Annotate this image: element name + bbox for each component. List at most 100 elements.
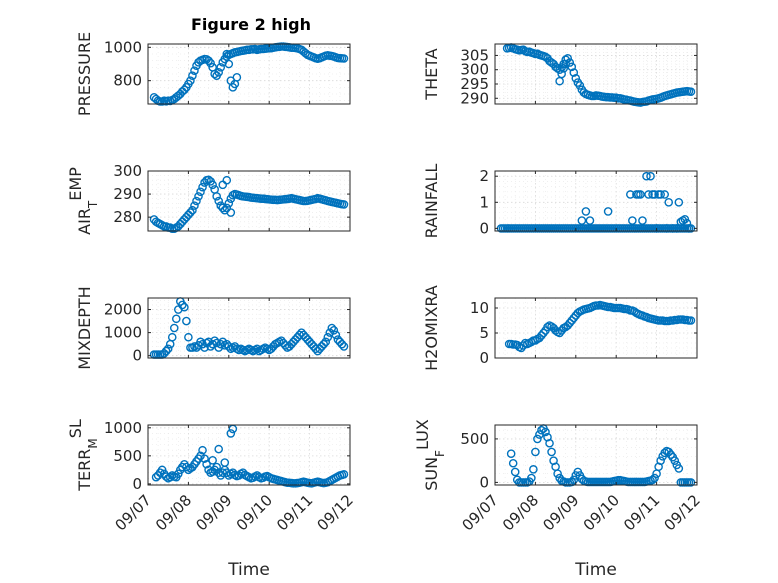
data-point: [214, 444, 223, 454]
data-point: [634, 190, 643, 199]
y-tick-label: 2: [479, 167, 489, 185]
y-axis-label: SUNFLUX: [413, 419, 448, 491]
data-point: [660, 190, 669, 199]
data-point: [670, 456, 680, 465]
axes-box: [494, 43, 698, 105]
data-point: [656, 456, 665, 465]
y-tick-label: 300: [460, 61, 489, 79]
axes-box: [494, 170, 698, 232]
data-point: [180, 85, 189, 95]
data-point: [577, 216, 587, 225]
axes-box: [494, 424, 698, 486]
x-tick-label: 09/09: [539, 491, 582, 534]
y-tick-label: 500: [460, 430, 489, 448]
data-point: [212, 462, 221, 472]
data-point: [178, 300, 187, 310]
y-axis-label: PRESSURE: [75, 32, 94, 116]
data-point: [644, 190, 653, 199]
data-point: [323, 332, 333, 342]
data-point: [216, 339, 226, 349]
y-tick-label: 10: [470, 299, 489, 317]
data-point: [196, 337, 205, 347]
data-point: [652, 224, 661, 233]
data-point: [180, 302, 189, 312]
data-point: [226, 429, 236, 438]
data-point: [218, 203, 228, 213]
data-point: [212, 338, 221, 348]
data-point: [559, 63, 568, 73]
data-point: [214, 68, 223, 77]
y-tick-label: 500: [113, 447, 142, 465]
data-point: [541, 427, 550, 437]
data-point: [654, 190, 663, 199]
data-point: [252, 344, 262, 354]
subplot-mixdepth: 0 1000 2000 MIXDEPTH: [75, 286, 351, 370]
y-axis-label-main: AIR: [75, 208, 94, 235]
data-point: [545, 438, 554, 448]
data-point: [668, 224, 678, 233]
axes-box: [147, 424, 351, 486]
data-point: [186, 208, 195, 217]
y-axis-label-main: SUN: [422, 457, 441, 491]
data-point: [527, 473, 536, 483]
x-tick-label: 09/08: [499, 491, 542, 534]
data-point: [184, 332, 193, 342]
data-point: [510, 467, 520, 477]
y-axis-label-main: MIXDEPTH: [75, 286, 94, 369]
axes-box: [147, 170, 351, 232]
subplot-air_temp: 280 290 300 AIRTEMP: [66, 162, 351, 235]
x-tick-label: 09/07: [459, 491, 502, 534]
x-tick-label: 09/11: [620, 491, 663, 534]
data-point: [672, 224, 682, 233]
y-tick-label: 1000: [104, 38, 142, 56]
data-point: [204, 56, 213, 65]
data-point: [167, 332, 177, 342]
y-tick-label: 0: [479, 219, 489, 237]
data-point: [319, 339, 329, 349]
series-markers: [149, 175, 349, 233]
data-point: [339, 342, 349, 351]
data-point: [204, 175, 213, 185]
x-tick-label: 09/12: [661, 491, 704, 534]
data-point: [198, 182, 207, 192]
data-point: [161, 346, 171, 356]
data-point: [194, 192, 203, 201]
data-point: [571, 73, 581, 83]
data-point: [662, 224, 672, 233]
data-point: [165, 472, 175, 482]
data-point: [553, 63, 562, 73]
data-point: [648, 475, 657, 485]
data-point: [327, 323, 337, 333]
series-markers: [504, 300, 696, 353]
series-markers: [149, 297, 349, 359]
x-tick-label: 09/07: [112, 491, 155, 534]
x-tick-label: 09/10: [233, 491, 276, 534]
y-tick-label: 290: [113, 185, 142, 203]
data-point: [186, 76, 195, 85]
data-point: [200, 454, 209, 463]
data-point: [220, 458, 230, 467]
y-axis-label-main: THETA: [422, 48, 441, 100]
y-axis-label-main: TERR: [75, 449, 94, 492]
data-point: [339, 54, 349, 63]
data-point: [169, 323, 179, 333]
y-axis-label-subscript: F: [433, 450, 447, 457]
series-markers: [502, 43, 696, 107]
data-point: [660, 448, 669, 458]
data-point: [226, 208, 236, 217]
y-axis-label: H2OMIXRA: [422, 285, 441, 371]
data-point: [188, 205, 197, 215]
data-point: [329, 326, 339, 335]
data-point: [506, 449, 516, 458]
y-tick-label: 0: [132, 347, 142, 365]
data-point: [214, 196, 223, 206]
y-axis-label-rest: LUX: [413, 419, 432, 450]
y-tick-label: 1000: [104, 324, 142, 342]
data-point: [224, 59, 234, 69]
data-point: [190, 201, 199, 210]
data-point: [642, 171, 651, 181]
data-point: [626, 190, 635, 199]
data-point: [646, 171, 655, 181]
data-point: [674, 198, 684, 207]
